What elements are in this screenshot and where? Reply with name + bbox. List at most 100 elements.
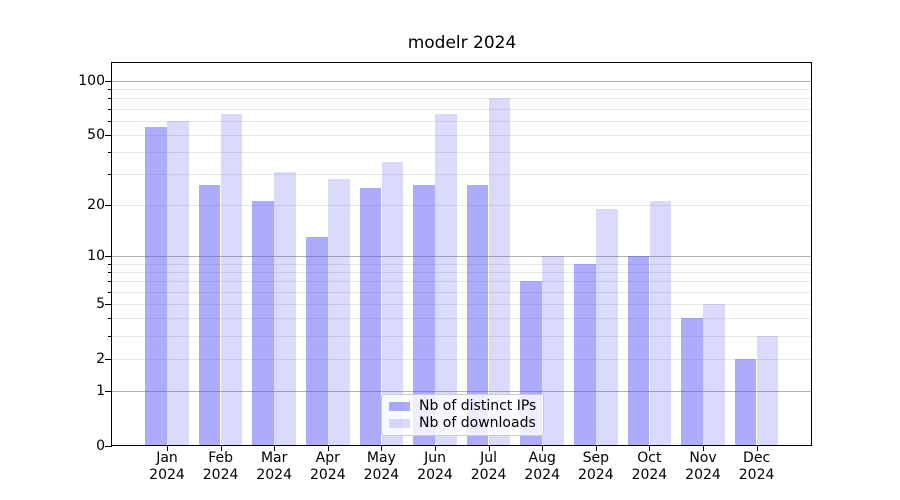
bar-downloads-jul	[488, 98, 511, 445]
x-tick-label-year: 2024	[524, 467, 560, 483]
x-tick-mark	[220, 446, 222, 451]
bar-ips-apr	[306, 236, 328, 445]
bar-ips-sep	[574, 263, 596, 445]
y-minor-tick-mark	[108, 335, 112, 337]
y-tick-mark	[105, 80, 112, 82]
y-tick-label: 2	[96, 350, 105, 367]
y-tick-label: 20	[87, 196, 105, 213]
bar-downloads-jan	[167, 120, 189, 445]
bar-ips-feb	[198, 185, 221, 445]
bar-downloads-may	[381, 162, 404, 445]
y-minor-tick-mark	[108, 358, 112, 360]
x-tick-mark	[595, 446, 597, 451]
x-tick-mark	[435, 446, 436, 451]
x-tick-label: Jan 2024	[132, 450, 202, 484]
y-minor-tick-mark	[108, 271, 112, 273]
x-tick-label-month: Sep	[582, 450, 609, 466]
x-tick-label-year: 2024	[309, 467, 346, 483]
x-tick-label-year: 2024	[738, 467, 775, 483]
y-tick-label: 5	[96, 295, 105, 312]
y-minor-tick-mark	[108, 263, 112, 265]
y-tick-mark	[105, 256, 112, 257]
gridline-major	[112, 390, 811, 392]
bar-downloads-apr	[328, 179, 350, 445]
x-tick-label-year: 2024	[363, 467, 400, 483]
x-tick-label: Feb 2024	[186, 450, 256, 484]
plot-area: Nb of distinct IPs Nb of downloads	[111, 62, 812, 446]
bar-downloads-dec	[756, 335, 779, 445]
legend-item-distinct-ips: Nb of distinct IPs	[389, 398, 537, 415]
x-tick-label-year: 2024	[577, 467, 614, 483]
x-tick-label: Oct 2024	[614, 450, 684, 484]
bar-ips-mar	[252, 201, 274, 445]
legend-label-distinct-ips: Nb of distinct IPs	[419, 398, 537, 414]
bar-downloads-aug	[542, 256, 564, 445]
x-tick-label: Dec 2024	[722, 450, 792, 484]
x-tick-label: Mar 2024	[239, 450, 309, 484]
x-tick-mark	[703, 446, 704, 451]
y-minor-tick-mark	[108, 174, 112, 176]
y-tick-label: 1	[96, 382, 105, 399]
x-tick-label-month: Feb	[208, 450, 233, 466]
gridline-minor	[112, 271, 811, 273]
bar-downloads-nov	[703, 303, 725, 445]
y-tick-mark	[105, 390, 112, 392]
gridline-minor	[112, 120, 811, 122]
x-tick-mark	[488, 446, 490, 451]
x-tick-label-month: Apr	[315, 450, 340, 466]
x-tick-mark	[327, 446, 329, 451]
x-tick-label: Aug 2024	[507, 450, 577, 484]
bar-ips-jun	[413, 185, 435, 445]
x-tick-label-month: Mar	[260, 450, 288, 466]
bar-ips-nov	[681, 318, 703, 445]
x-tick-label: May 2024	[346, 450, 416, 484]
gridline-minor	[112, 281, 811, 283]
x-tick-mark	[167, 446, 168, 451]
x-tick-label-year: 2024	[149, 467, 185, 483]
y-tick-label: 0	[96, 437, 105, 454]
y-minor-tick-mark	[108, 134, 112, 136]
x-tick-label-year: 2024	[685, 467, 721, 483]
x-tick-label-month: Jan	[156, 450, 178, 466]
legend: Nb of distinct IPs Nb of downloads	[381, 394, 544, 436]
x-tick-label-month: Jun	[424, 450, 446, 466]
y-tick-label: 100	[78, 72, 105, 89]
y-minor-tick-mark	[108, 318, 112, 320]
x-tick-label-year: 2024	[470, 467, 507, 483]
bar-ips-oct	[627, 256, 650, 445]
x-tick-mark	[542, 446, 544, 451]
gridline-minor	[112, 358, 811, 360]
x-tick-label-month: Nov	[689, 450, 717, 466]
x-tick-label-month: Jul	[480, 450, 498, 466]
x-tick-label-month: Dec	[743, 450, 771, 466]
gridline-minor	[112, 134, 811, 136]
gridline-minor	[112, 335, 811, 337]
gridline-minor	[112, 152, 811, 153]
x-tick-mark	[649, 446, 651, 451]
y-minor-tick-mark	[108, 204, 112, 206]
x-tick-label: Jul 2024	[454, 450, 524, 484]
y-minor-tick-mark	[108, 152, 112, 153]
gridline-minor	[112, 303, 811, 305]
x-tick-label-year: 2024	[256, 467, 292, 483]
gridline-minor	[112, 98, 811, 100]
x-tick-label-month: Oct	[637, 450, 662, 466]
x-tick-mark	[381, 446, 383, 451]
x-tick-label-year: 2024	[417, 467, 453, 483]
y-minor-tick-mark	[108, 98, 112, 100]
legend-label-downloads: Nb of downloads	[419, 415, 536, 431]
bar-downloads-jun	[435, 114, 457, 445]
y-minor-tick-mark	[108, 291, 112, 293]
y-tick-mark	[105, 445, 112, 447]
y-minor-tick-mark	[108, 89, 112, 90]
gridline-major	[112, 80, 811, 82]
x-tick-label: Apr 2024	[293, 450, 363, 484]
x-tick-label: Nov 2024	[668, 450, 738, 484]
bar-downloads-mar	[274, 171, 296, 445]
x-tick-label-year: 2024	[202, 467, 239, 483]
y-minor-tick-mark	[108, 108, 112, 110]
bar-ips-jul	[466, 185, 489, 445]
gridline-major	[112, 256, 811, 257]
x-tick-label-month: Aug	[528, 450, 556, 466]
